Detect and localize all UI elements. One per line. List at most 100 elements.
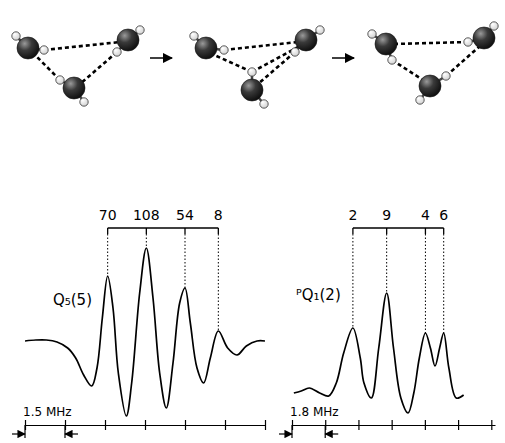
water-trimer [12, 26, 144, 106]
hydrogen-bond [80, 52, 117, 84]
component-leader [146, 234, 147, 248]
oxygen-atom [195, 37, 217, 59]
tick-mark [145, 420, 146, 430]
component-bracket: 70 108 54 8 [99, 207, 223, 331]
component-leader [386, 234, 387, 293]
hydrogen-atom [40, 46, 48, 54]
tick-mark [185, 420, 186, 430]
scale-arrow [12, 433, 25, 434]
oxygen-atom [117, 29, 139, 51]
scale-bar: 1.5 MHz [12, 405, 78, 438]
oxygen-atom [419, 75, 441, 97]
spectrum-label: ᴾQ₁(2) [296, 286, 341, 304]
component-weight: 54 [176, 207, 194, 223]
spectrum-label: Q₅(5) [53, 291, 92, 309]
scale-arrow [65, 433, 78, 434]
component-bracket: 2946 [348, 207, 448, 333]
hydrogen-atom [368, 30, 376, 38]
process-arrow [332, 57, 354, 59]
process-arrow [150, 57, 172, 59]
oxygen-atom [295, 29, 317, 51]
component-weight: 8 [214, 207, 223, 223]
hydrogen-atom [113, 48, 121, 56]
bracket-tick [425, 228, 426, 234]
hydrogen-atom [316, 26, 324, 34]
spectrum-panel: 2946 ᴾQ₁(2) 1.8 MHz [279, 207, 496, 438]
hydrogen-bond [258, 52, 295, 84]
scale-bar: 1.8 MHz [279, 405, 339, 438]
figure: 70 108 54 8 Q₅(5) 1.5 MHz 2946 ᴾQ₁(2) 1.8 MHz [0, 0, 505, 443]
bracket-tick [146, 228, 147, 234]
tick [458, 420, 459, 430]
bracket-tick [107, 228, 108, 234]
hydrogen-bond [446, 46, 480, 76]
bracket-tick [352, 228, 353, 234]
tick [265, 420, 266, 430]
bracket-bar [108, 227, 219, 228]
hydrogen-atom [464, 38, 472, 46]
component-leader [443, 234, 444, 333]
tick [105, 420, 106, 430]
x-axis [26, 420, 266, 430]
component-leader [107, 234, 108, 276]
oxygen-atom [63, 77, 85, 99]
scale-end [291, 425, 292, 438]
scale-label: 1.5 MHz [23, 405, 72, 419]
bracket-tick [218, 228, 219, 234]
tick-mark [225, 420, 226, 430]
water-trimer [190, 26, 324, 108]
hydrogen-atom [12, 32, 20, 40]
hydrogen-bond [44, 42, 120, 50]
scale-end [64, 425, 65, 438]
x-axis [293, 420, 496, 430]
tick [358, 420, 359, 430]
tick-mark [425, 420, 426, 430]
scale-arrow [279, 433, 292, 434]
tick-mark [458, 420, 459, 430]
hydrogen-atom [260, 100, 268, 108]
component-leader [425, 234, 426, 333]
component-weight: 70 [99, 207, 117, 223]
oxygen-atom [473, 27, 495, 49]
bracket-bar [353, 227, 444, 228]
hydrogen-atom [56, 76, 64, 84]
hydrogen-atom [136, 26, 144, 34]
hydrogen-bond [224, 42, 298, 50]
bracket-tick [184, 228, 185, 234]
hydrogen-bond [212, 54, 252, 72]
spectrum-trace [25, 248, 265, 416]
trace-group [294, 293, 464, 413]
tick [225, 420, 226, 430]
bracket-tick [443, 228, 444, 234]
tick [185, 420, 186, 430]
tick-mark [105, 420, 106, 430]
structures [12, 22, 498, 108]
hydrogen-atom [442, 72, 450, 80]
hydrogen-bond [394, 42, 468, 44]
oxygen-atom [241, 79, 263, 101]
tick [491, 420, 492, 430]
tick [145, 420, 146, 430]
trace-group [25, 248, 265, 416]
hydrogen-atom [416, 96, 424, 104]
component-leader [218, 234, 219, 331]
hydrogen-bond [252, 46, 300, 72]
tick-mark [358, 420, 359, 430]
component-leader [352, 234, 353, 328]
component-weight: 108 [133, 207, 160, 223]
hydrogen-atom [490, 22, 498, 30]
component-leader [185, 234, 186, 288]
water-trimer [368, 22, 498, 104]
hydrogen-atom [220, 46, 228, 54]
component-weight: 6 [439, 207, 448, 223]
bracket-tick [386, 228, 387, 234]
hydrogen-atom [291, 48, 299, 56]
scale-end [24, 425, 25, 438]
scale-arrow [325, 433, 338, 434]
hydrogen-atom [190, 32, 198, 40]
component-weight: 9 [382, 207, 391, 223]
hydrogen-atom [248, 68, 256, 76]
oxygen-atom [17, 37, 39, 59]
tick-mark [491, 420, 492, 430]
hydrogen-atom [388, 56, 396, 64]
